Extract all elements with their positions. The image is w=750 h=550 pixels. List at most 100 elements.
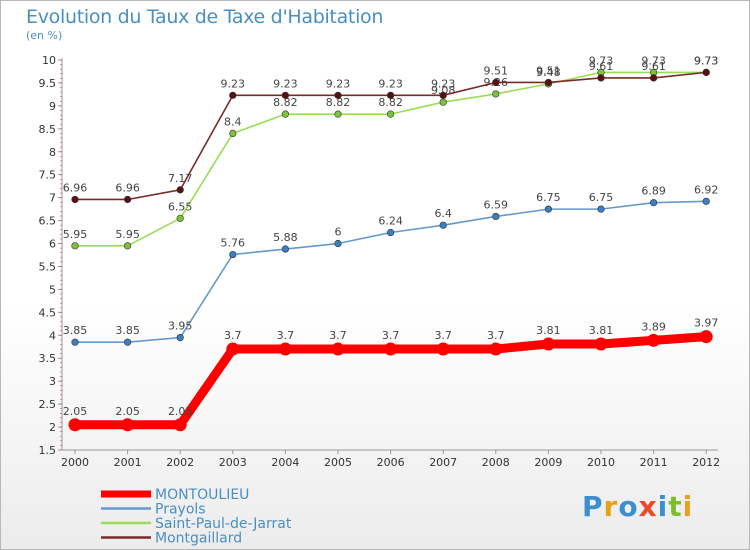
data-label: 8.4 [224,115,242,128]
data-point [384,342,398,356]
x-tick-label: 2010 [587,456,615,469]
data-label: 3.81 [536,324,561,337]
legend-label: Saint-Paul-de-Jarrat [155,516,292,532]
data-label: 9.48 [536,66,561,79]
data-label: 8.82 [273,96,298,109]
data-point [439,221,447,229]
data-point [387,91,395,99]
data-label: 6 [335,226,342,239]
data-label: 3.81 [589,324,614,337]
data-label: 2.05 [115,405,140,418]
x-tick-label: 2004 [271,456,299,469]
data-label: 8.82 [326,96,351,109]
y-tick-label: 2 [49,421,56,434]
data-point [123,338,132,346]
y-tick-label: 9.5 [39,77,57,90]
data-point [123,242,132,250]
logo-letter: i [682,490,694,523]
data-point [176,333,184,342]
data-label: 9.73 [694,54,719,67]
data-point [387,110,395,118]
data-label: 5.95 [63,228,88,241]
y-tick-label: 10 [42,54,56,67]
legend-item: Montgaillard [101,531,242,547]
data-point [439,98,447,106]
x-tick-label: 2002 [166,456,194,469]
data-point [647,333,661,347]
data-point [436,342,450,356]
data-point [281,245,290,253]
x-tick-label: 2011 [640,456,668,469]
legend-label: Montgaillard [155,531,242,547]
data-point [541,337,555,351]
legend-item: Prayols [101,502,206,518]
data-label: 9.23 [273,77,298,90]
data-point [594,337,608,351]
data-point [71,338,79,346]
data-point [492,78,500,87]
series-montgaillard: 6.96 6.96 7.17 9.23 9.23 9.23 9.23 9.23 9.51 9.51… [63,54,719,204]
y-tick-label: 5 [49,283,56,296]
data-label: 3.85 [63,324,88,337]
x-tick-label: 2000 [61,456,89,469]
y-tick-label: 7.5 [39,169,57,182]
data-label: 3.7 [487,329,505,342]
y-tick-label: 4.5 [39,306,57,319]
data-label: 9.61 [589,60,614,73]
y-tick-label: 8.5 [39,123,57,136]
data-point [702,197,710,205]
data-label: 3.7 [434,329,452,342]
data-point [699,330,713,344]
data-label: 3.7 [382,329,400,342]
x-tick-label: 2003 [219,456,247,469]
proxiti-logo: Proxiti [582,490,693,523]
data-point [544,205,553,213]
data-label: 9.73 [694,54,719,67]
data-point [597,205,605,213]
data-label: 3.95 [168,320,193,333]
data-point [68,418,82,432]
data-label: 9.23 [221,77,246,90]
data-point [334,91,342,99]
data-point [71,242,79,250]
data-label: 9.61 [641,60,666,73]
data-point [278,342,292,356]
data-point [649,74,658,82]
data-point [121,418,135,432]
data-label: 9.23 [326,77,351,90]
data-label: 6.92 [694,183,719,196]
data-point [702,68,710,76]
data-label: 6.75 [536,191,561,204]
data-point [334,239,342,248]
data-label: 7.17 [168,172,193,185]
data-label: 3.7 [329,329,347,342]
data-label: 6.96 [115,181,140,194]
logo-letter: P [582,490,604,523]
data-label: 5.95 [115,228,140,241]
data-label: 9.51 [484,64,509,77]
data-point [176,214,184,222]
y-tick-label: 7 [49,192,56,205]
data-label: 6.75 [589,191,614,204]
series-montoulieu: 2.05 2.05 2.05 3.7 3.7 3.7 3.7 3.7 3.7 3.81 3.81 3.… [63,317,718,432]
data-point [439,91,447,99]
data-point [71,195,79,204]
series-prayols: 3.85 3.85 3.95 5.76 5.88 6 6.24 6.4 6.59 6.75 6.75… [63,183,719,346]
data-label: 9.23 [431,77,456,90]
chart-title: Evolution du Taux de Taxe d'Habitation [26,6,384,28]
data-point [281,91,290,99]
y-tick-label: 4 [49,329,56,342]
logo-letter: t [668,490,683,523]
x-tick-label: 2001 [114,456,142,469]
x-tick-label: 2012 [692,456,720,469]
data-point [229,91,237,99]
y-tick-label: 3 [49,375,56,388]
data-point [331,342,345,356]
data-label: 9.73 [641,54,666,67]
logo-letter: i [657,490,669,523]
data-point [123,195,132,204]
data-label: 6.55 [168,200,193,213]
data-label: 8.82 [378,96,403,109]
data-label: 3.7 [277,329,295,342]
